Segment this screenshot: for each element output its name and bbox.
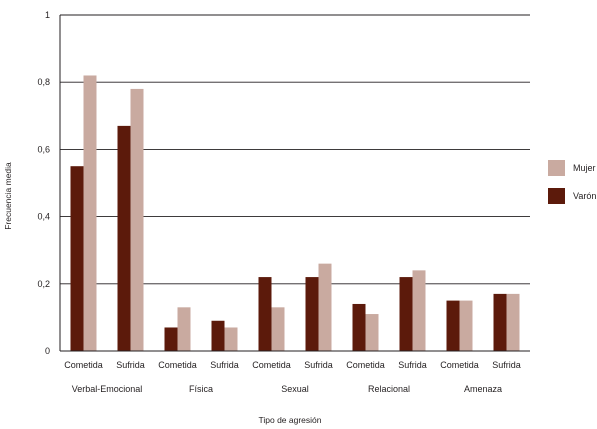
- bar-mujer-4: [271, 307, 285, 351]
- y-axis-title: Frecuencia media: [3, 162, 13, 230]
- x-category-label: Sufrida: [116, 360, 145, 370]
- bar-mujer-9: [506, 293, 520, 351]
- y-tick-label: 0,8: [37, 77, 50, 87]
- y-tick-label: 0,2: [37, 279, 50, 289]
- x-group-label: Física: [189, 384, 213, 394]
- x-category-label: Sufrida: [398, 360, 427, 370]
- x-category-labels: Cometida Sufrida Cometida Sufrida Cometida Su…: [64, 360, 521, 370]
- legend: Mujer Varón: [548, 160, 596, 204]
- y-tick-label: 0: [45, 346, 50, 356]
- bar-varn-1: [117, 125, 131, 351]
- x-category-label: Cometida: [440, 360, 479, 370]
- x-group-label: Amenaza: [464, 384, 502, 394]
- bar-mujer-2: [177, 307, 191, 351]
- y-tick-label: 0,4: [37, 212, 50, 222]
- bar-varn-2: [164, 327, 178, 351]
- x-category-label: Sufrida: [304, 360, 333, 370]
- x-group-labels: Verbal-Emocional Física Sexual Relacional Am…: [72, 384, 502, 394]
- x-category-label: Sufrida: [492, 360, 521, 370]
- x-category-label: Cometida: [64, 360, 103, 370]
- bar-varn-7: [399, 277, 413, 351]
- bar-mujer-7: [412, 270, 426, 351]
- bar-mujer-0: [83, 75, 97, 351]
- bars: [70, 75, 520, 352]
- y-tick-label: 0,6: [37, 144, 50, 154]
- x-axis-title: Tipo de agresión: [258, 415, 321, 425]
- bar-varn-3: [211, 320, 225, 351]
- bar-varn-8: [446, 300, 460, 351]
- bar-mujer-3: [224, 327, 238, 351]
- x-category-label: Cometida: [252, 360, 291, 370]
- legend-swatch: [548, 160, 565, 176]
- bar-mujer-8: [459, 300, 473, 351]
- legend-swatch: [548, 188, 565, 204]
- y-tick-labels: 0 0,2 0,4 0,6 0,8 1: [37, 10, 50, 356]
- bar-mujer-6: [365, 314, 379, 351]
- legend-label: Mujer: [573, 163, 596, 173]
- x-category-label: Cometida: [158, 360, 197, 370]
- x-category-label: Cometida: [346, 360, 385, 370]
- x-category-label: Sufrida: [210, 360, 239, 370]
- bar-mujer-1: [130, 88, 144, 352]
- bar-varn-4: [258, 277, 272, 351]
- bar-varn-0: [70, 166, 84, 351]
- bar-varn-5: [305, 277, 319, 351]
- x-group-label: Sexual: [281, 384, 309, 394]
- bar-mujer-5: [318, 263, 332, 351]
- x-group-label: Relacional: [368, 384, 410, 394]
- y-tick-label: 1: [45, 10, 50, 20]
- bar-varn-9: [493, 293, 507, 351]
- legend-label: Varón: [573, 191, 596, 201]
- bar-varn-6: [352, 303, 366, 351]
- x-group-label: Verbal-Emocional: [72, 384, 143, 394]
